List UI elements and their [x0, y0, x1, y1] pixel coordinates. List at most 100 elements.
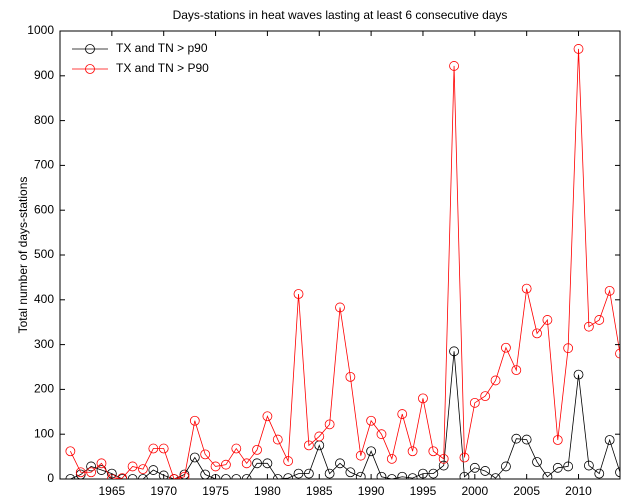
- point: [542, 471, 553, 479]
- series-line: [70, 48, 620, 479]
- legend-marker: [85, 44, 95, 54]
- point: [459, 452, 470, 463]
- point: [200, 449, 211, 460]
- y-tick-label: 200: [34, 382, 54, 396]
- x-tick-label: 2000: [461, 484, 488, 498]
- point: [594, 315, 605, 325]
- point: [262, 411, 273, 422]
- point: [469, 462, 480, 473]
- point: [407, 446, 418, 457]
- point: [189, 415, 200, 426]
- point: [189, 452, 200, 463]
- point: [355, 450, 366, 461]
- point: [179, 471, 190, 479]
- x-tick-label: 1980: [254, 484, 281, 498]
- point: [511, 365, 522, 376]
- y-tick-label: 300: [34, 337, 54, 351]
- point: [138, 474, 148, 479]
- point: [542, 315, 553, 325]
- point: [241, 458, 252, 469]
- y-tick-label: 800: [34, 113, 54, 127]
- point: [138, 464, 148, 475]
- point: [397, 471, 408, 479]
- point: [604, 285, 615, 296]
- x-tick-label: 2010: [565, 484, 592, 498]
- plot-area: [65, 44, 620, 479]
- point: [75, 469, 86, 479]
- point: [615, 348, 620, 359]
- x-tick-label: 1965: [99, 484, 126, 498]
- point: [563, 461, 574, 472]
- point: [252, 444, 262, 455]
- point: [428, 468, 439, 479]
- x-tick-label: 1970: [150, 484, 177, 498]
- point: [65, 446, 76, 457]
- point: [200, 469, 211, 479]
- point: [511, 433, 522, 444]
- point: [158, 470, 169, 479]
- point: [231, 474, 242, 479]
- legend-label: TX and TN > P90: [116, 61, 209, 75]
- point: [480, 466, 491, 476]
- point: [65, 474, 76, 479]
- point: [376, 471, 387, 479]
- point: [86, 461, 97, 472]
- y-axis-label: Total number of days-stations: [16, 177, 30, 334]
- series-line: [70, 351, 620, 479]
- point: [469, 397, 480, 408]
- point: [376, 429, 387, 440]
- x-tick-label: 2005: [513, 484, 540, 498]
- point: [335, 458, 345, 469]
- point: [366, 415, 377, 426]
- point: [179, 469, 190, 479]
- chart-title: Days-stations in heat waves lasting at l…: [173, 8, 508, 22]
- point: [283, 473, 294, 479]
- point: [438, 460, 449, 471]
- y-tick-label: 400: [34, 292, 54, 306]
- point: [272, 434, 283, 445]
- point: [283, 456, 294, 466]
- point: [594, 468, 605, 479]
- point: [428, 446, 439, 457]
- point: [303, 468, 314, 479]
- y-tick-label: 0: [47, 471, 54, 485]
- point: [501, 461, 511, 472]
- point: [532, 457, 542, 467]
- point: [449, 346, 459, 357]
- point: [583, 321, 594, 332]
- y-tick-label: 100: [34, 426, 54, 440]
- x-tick-label: 1995: [410, 484, 437, 498]
- point: [552, 435, 563, 445]
- point: [345, 467, 356, 478]
- point: [210, 461, 221, 472]
- y-tick-label: 600: [34, 202, 54, 216]
- point: [490, 473, 501, 479]
- legend-label: TX and TN > p90: [116, 41, 208, 55]
- point: [158, 443, 169, 454]
- point: [386, 453, 397, 464]
- point: [221, 474, 231, 479]
- point: [449, 61, 459, 71]
- point: [221, 459, 231, 470]
- point: [407, 473, 418, 479]
- point: [117, 474, 128, 479]
- point: [148, 465, 159, 475]
- point: [335, 302, 345, 313]
- point: [573, 44, 584, 54]
- point: [459, 471, 470, 479]
- point: [480, 391, 491, 402]
- point: [231, 443, 242, 454]
- point: [96, 458, 107, 469]
- point: [563, 343, 574, 354]
- point: [262, 458, 273, 469]
- point: [148, 443, 159, 454]
- point: [127, 461, 138, 472]
- point: [397, 409, 408, 419]
- y-tick-label: 500: [34, 247, 54, 261]
- point: [127, 474, 138, 479]
- point: [345, 371, 356, 382]
- point: [293, 289, 304, 299]
- point: [604, 435, 615, 445]
- point: [324, 468, 335, 479]
